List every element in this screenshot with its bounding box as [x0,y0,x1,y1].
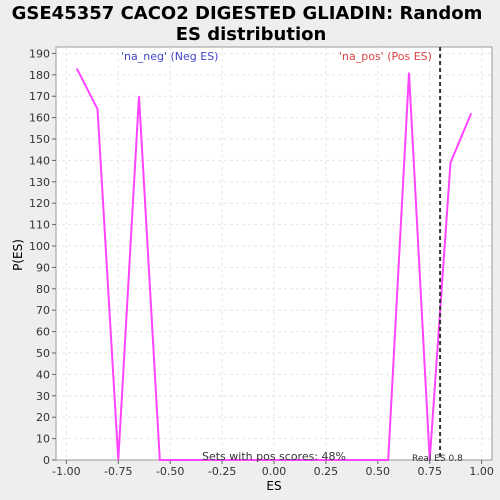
x-tick-label: -0.25 [208,465,236,478]
y-tick-label: 180 [29,69,50,82]
gridlines [56,47,492,460]
pos-es-label: 'na_pos' (Pos ES) [339,50,432,63]
x-axis-label: ES [266,479,281,493]
x-tick-label: -1.00 [52,465,80,478]
y-tick-label: 30 [36,390,50,403]
x-axis-ticks: -1.00 -0.75 -0.50 -0.25 0.00 0.25 0.50 0.75 1.00 [52,460,494,478]
x-tick-label: 0.00 [262,465,287,478]
x-tick-label: -0.75 [104,465,132,478]
y-tick-label: 120 [29,197,50,210]
y-tick-label: 80 [36,283,50,296]
y-tick-label: 110 [29,219,50,232]
pos-scores-label: Sets with pos scores: 48% [202,450,346,463]
x-tick-label: 0.50 [366,465,391,478]
chart-title-line2: ES distribution [176,24,327,45]
y-tick-label: 100 [29,240,50,253]
neg-es-label: 'na_neg' (Neg ES) [121,50,218,63]
x-tick-label: 0.75 [417,465,442,478]
y-tick-label: 140 [29,154,50,167]
series-group [75,67,473,461]
y-tick-label: 190 [29,47,50,60]
y-tick-label: 10 [36,433,50,446]
y-axis-label: P(ES) [11,239,25,271]
x-tick-label: -0.50 [156,465,184,478]
y-tick-label: 170 [29,90,50,103]
series-line [75,67,473,461]
y-tick-label: 150 [29,133,50,146]
y-tick-label: 40 [36,368,50,381]
y-tick-label: 70 [36,304,50,317]
y-tick-label: 60 [36,326,50,339]
real-es-label: Real ES 0.8 [412,454,463,464]
y-tick-label: 90 [36,261,50,274]
chart-title-line1: GSE45357 CACO2 DIGESTED GLIADIN: Random [12,3,483,24]
y-tick-label: 160 [29,112,50,125]
x-tick-label: 0.25 [314,465,339,478]
y-tick-label: 130 [29,176,50,189]
y-tick-label: 0 [43,454,50,467]
y-tick-label: 50 [36,347,50,360]
y-axis-ticks: 0 10 20 30 40 50 60 70 80 90 100 110 120 130 140 150 160… [29,47,56,467]
y-tick-label: 20 [36,411,50,424]
x-tick-label: 1.00 [469,465,494,478]
